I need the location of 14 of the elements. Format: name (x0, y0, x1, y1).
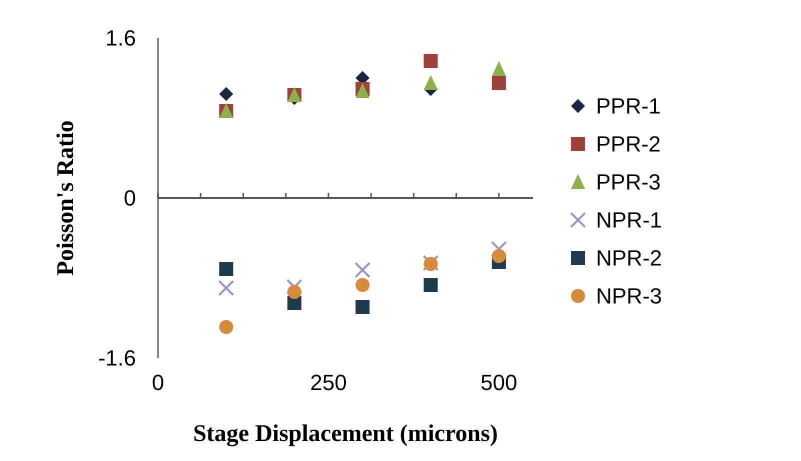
legend-label: PPR-2 (596, 132, 661, 157)
x-tick-label: 0 (152, 370, 164, 395)
legend-label: PPR-3 (596, 170, 661, 195)
y-tick-label: 0 (124, 186, 136, 211)
y-tick-label: 1.6 (105, 26, 136, 51)
legend-label: NPR-2 (596, 246, 662, 271)
y-axis-title: Poisson's Ratio (53, 120, 79, 276)
y-tick-label: -1.6 (98, 346, 136, 371)
x-tick-label: 250 (310, 370, 347, 395)
x-tick-label: 500 (480, 370, 518, 395)
x-axis-title: Stage Displacement (microns) (193, 421, 498, 447)
legend-label: NPR-3 (596, 284, 662, 309)
legend-label: PPR-1 (596, 94, 661, 119)
legend-label: NPR-1 (596, 208, 662, 233)
